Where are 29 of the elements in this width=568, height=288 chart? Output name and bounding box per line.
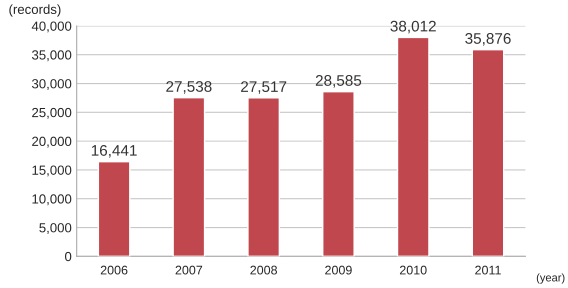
y-tick-label: 30,000 [32, 79, 72, 90]
x-tick-label: 2011 [475, 266, 501, 275]
y-tick-label: 25,000 [32, 108, 72, 119]
data-label: 16,441 [92, 145, 137, 158]
bar [247, 97, 280, 256]
data-label: 35,876 [465, 33, 511, 46]
bar [472, 48, 504, 256]
data-label: 27,538 [166, 81, 212, 94]
x-tick-label: 2010 [400, 266, 427, 275]
bar [396, 36, 430, 256]
y-tick-label: 20,000 [32, 136, 72, 148]
y-axis-title: (records) [9, 4, 60, 17]
x-tick-label: 2009 [325, 266, 352, 275]
data-label: 38,012 [390, 20, 436, 34]
x-axis-title: (year) [536, 273, 564, 284]
data-label: 28,585 [316, 75, 362, 88]
y-tick-label: 15,000 [32, 165, 72, 176]
y-tick-label: 10,000 [32, 194, 72, 206]
x-tick-label: 2006 [100, 266, 128, 275]
y-tick-label: 0 [64, 252, 72, 262]
x-tick-label: 2008 [250, 266, 278, 275]
bar [172, 97, 206, 256]
bar [98, 160, 130, 256]
y-tick-label: 35,000 [32, 50, 72, 62]
y-tick-label: 5,000 [39, 223, 72, 234]
bar [322, 90, 355, 256]
x-tick-label: 2007 [176, 266, 202, 275]
data-label: 27,517 [241, 81, 286, 94]
y-tick-label: 40,000 [32, 21, 72, 32]
